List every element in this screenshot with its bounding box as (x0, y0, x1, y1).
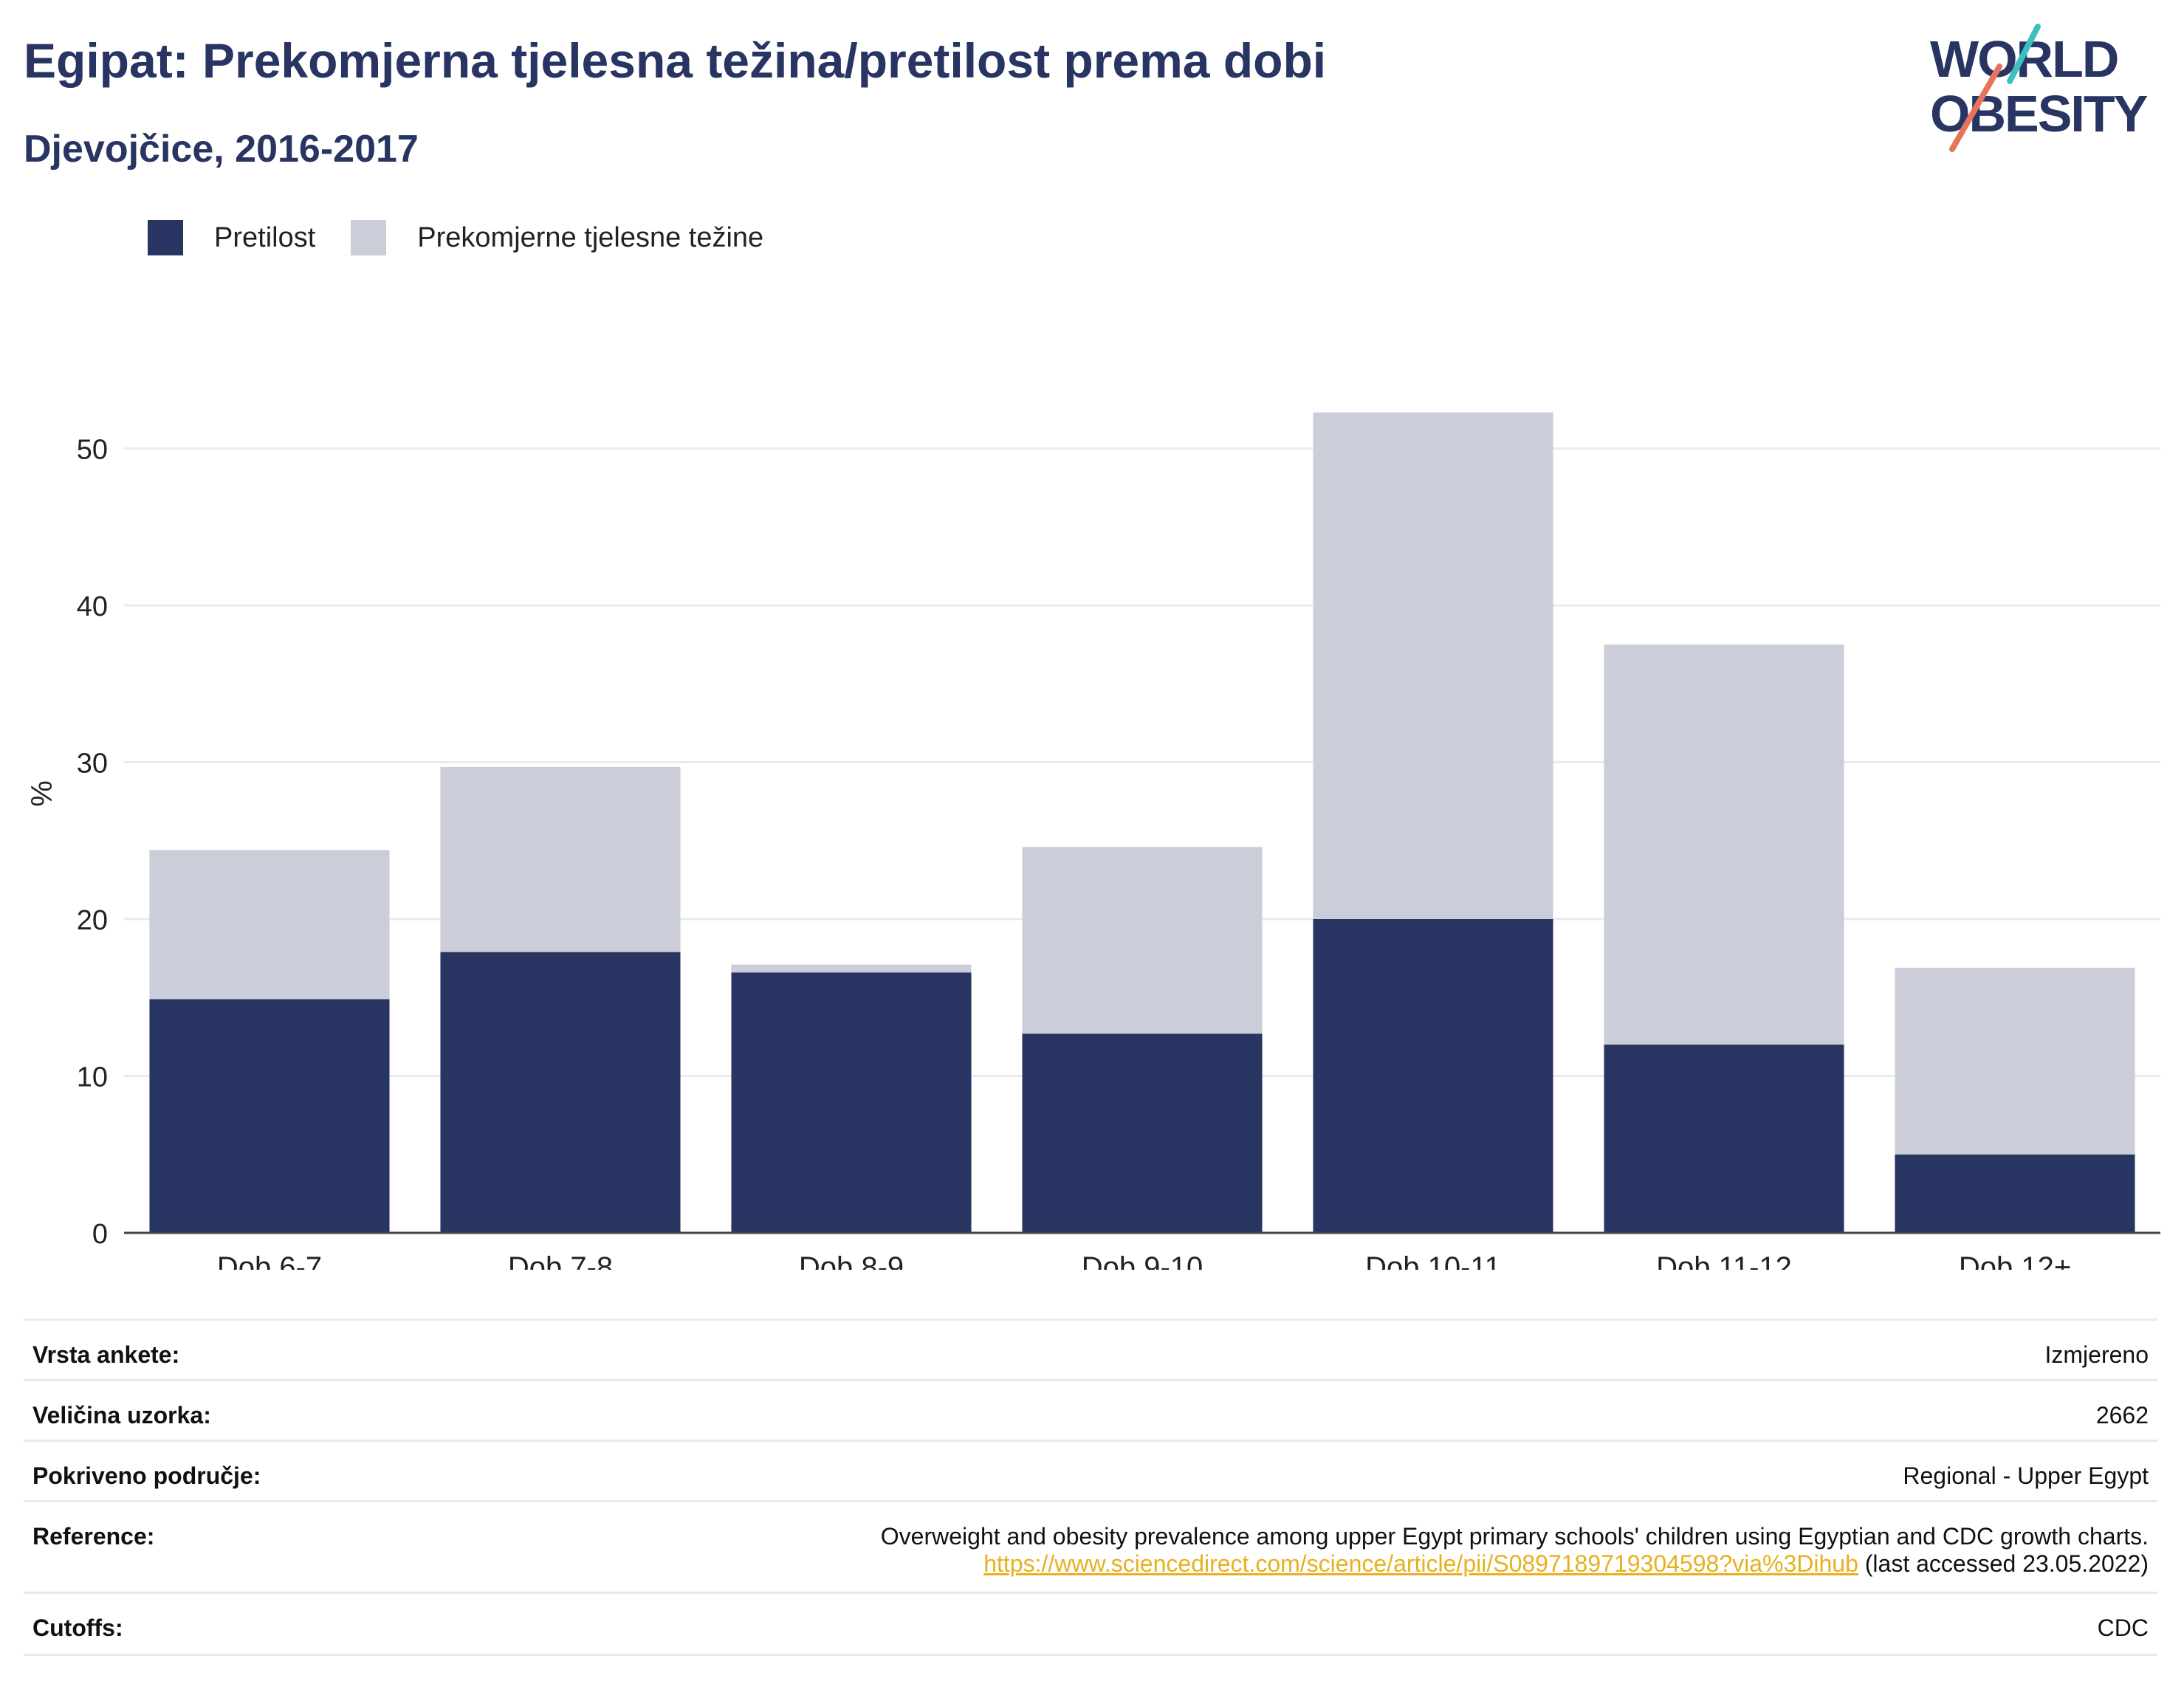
y-axis-label: % (26, 780, 58, 807)
legend-item-obesity[interactable]: Pretilost (148, 220, 315, 255)
x-tick-label: Dob 9-10 (1082, 1251, 1203, 1270)
chart-subtitle: Djevojčice, 2016-2017 (24, 128, 419, 171)
info-row-cutoffs: Cutoffs: CDC (24, 1592, 2157, 1654)
info-value-survey-type: Izmjereno (2044, 1341, 2149, 1368)
reference-accessed: (last accessed 23.05.2022) (1858, 1550, 2149, 1577)
bar-obesity-6 (1604, 1045, 1844, 1233)
reference-link[interactable]: https://www.sciencedirect.com/science/ar… (983, 1550, 1858, 1577)
reference-text: Overweight and obesity prevalence among … (880, 1523, 2149, 1550)
y-tick-label: 30 (77, 749, 108, 780)
info-value-cutoffs: CDC (2097, 1615, 2149, 1641)
info-value-reference: Overweight and obesity prevalence among … (881, 1523, 2149, 1578)
logo-slash-coral (1949, 63, 2002, 152)
x-tick-label: Dob 10-11 (1365, 1251, 1501, 1270)
legend-swatch-overweight (351, 220, 387, 255)
x-tick-label: Dob 6-7 (217, 1251, 322, 1270)
bar-obesity-1 (149, 999, 390, 1233)
bar-obesity-2 (440, 952, 681, 1233)
x-tick-label: Dob 7-8 (508, 1251, 613, 1270)
info-row-sample-size: Veličina uzorka: 2662 (24, 1379, 2157, 1440)
info-label-survey-type: Vrsta ankete: (32, 1341, 180, 1368)
legend-label-obesity: Pretilost (214, 221, 316, 253)
y-tick-label: 0 (92, 1219, 108, 1250)
info-table-bottom-border (24, 1654, 2157, 1656)
legend-item-overweight[interactable]: Prekomjerne tjelesne težine (351, 220, 763, 255)
bar-overweight-4 (1022, 847, 1263, 1034)
chart-title: Egipat: Prekomjerna tjelesna težina/pret… (24, 33, 1327, 88)
bar-overweight-2 (440, 766, 681, 952)
logo-text-world: WORLD (1930, 30, 2118, 88)
y-tick-label: 50 (77, 435, 108, 466)
bar-overweight-1 (149, 850, 390, 1000)
info-value-coverage: Regional - Upper Egypt (1903, 1462, 2149, 1489)
info-row-coverage: Pokriveno područje: Regional - Upper Egy… (24, 1440, 2157, 1500)
x-tick-label: Dob 11-12 (1656, 1251, 1792, 1270)
stacked-bar-chart: 0 10 20 30 40 50% Dob 6-7 Dob 7-8 Dob 8-9 Dob 9-1… (26, 412, 2160, 1270)
bar-overweight-7 (1895, 967, 2135, 1155)
info-label-coverage: Pokriveno područje: (32, 1462, 261, 1489)
x-tick-label: Dob 12+ (1959, 1251, 2071, 1270)
bar-overweight-3 (731, 964, 972, 973)
bar-obesity-4 (1022, 1034, 1263, 1233)
survey-info-table: Vrsta ankete: Izmjereno Veličina uzorka:… (24, 1318, 2157, 1656)
info-row-reference: Reference: Overweight and obesity preval… (24, 1500, 2157, 1592)
logo-slash-teal (2007, 24, 2041, 84)
bar-obesity-7 (1895, 1154, 2135, 1233)
world-obesity-logo: WORLD OBESITY (1930, 24, 2149, 152)
y-tick-label: 20 (77, 905, 108, 936)
bar-obesity-3 (731, 972, 972, 1233)
info-label-reference: Reference: (32, 1523, 155, 1550)
info-row-survey-type: Vrsta ankete: Izmjereno (24, 1318, 2157, 1379)
y-tick-label: 40 (77, 591, 108, 622)
legend-swatch-obesity (148, 220, 183, 255)
info-value-sample-size: 2662 (2095, 1402, 2149, 1428)
info-label-cutoffs: Cutoffs: (32, 1615, 123, 1641)
legend-label-overweight: Prekomjerne tjelesne težine (417, 221, 764, 253)
bar-overweight-6 (1604, 644, 1844, 1045)
info-label-sample-size: Veličina uzorka: (32, 1402, 211, 1428)
bar-overweight-5 (1313, 412, 1553, 919)
x-tick-label: Dob 8-9 (799, 1251, 904, 1270)
logo-text-obesity: OBESITY (1930, 85, 2148, 142)
chart-legend: Pretilost Prekomjerne tjelesne težine (148, 220, 799, 255)
y-tick-label: 10 (77, 1062, 108, 1093)
bar-obesity-5 (1313, 919, 1553, 1233)
